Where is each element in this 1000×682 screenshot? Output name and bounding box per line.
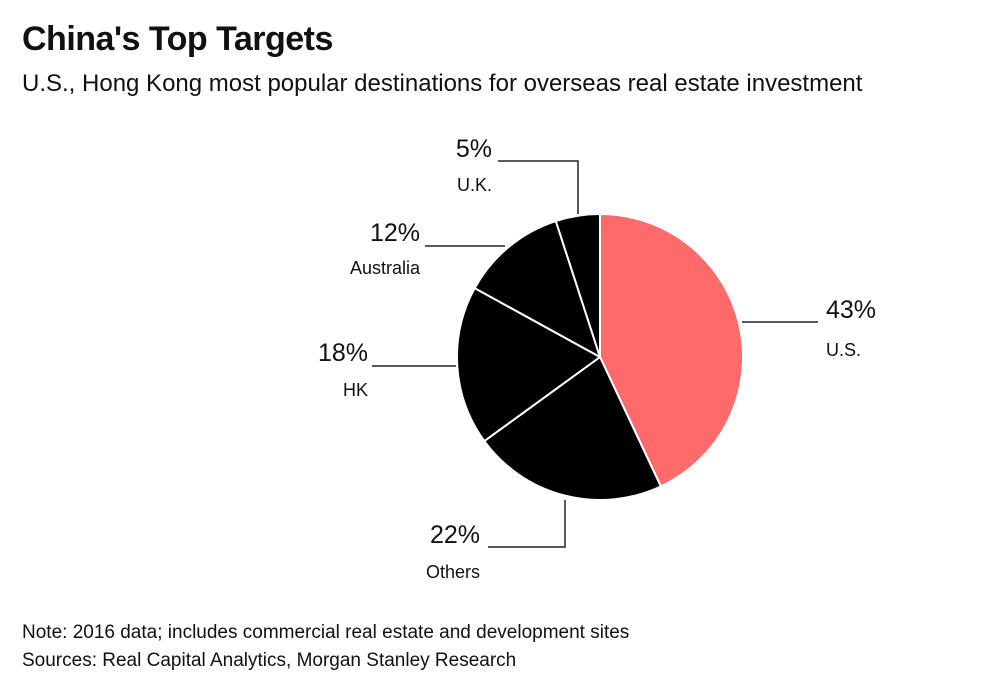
slice-value-u-k: 5% bbox=[456, 135, 492, 163]
leader-line-others bbox=[488, 500, 566, 548]
slice-labels: 43% U.S. 22% Others 18% HK 12% Australia 5% U.K. bbox=[318, 135, 876, 582]
slice-label-u-s: U.S. bbox=[826, 340, 861, 360]
pie-slice-u-s bbox=[599, 213, 744, 488]
pie-slice-australia bbox=[473, 219, 601, 358]
leader-lines bbox=[372, 160, 818, 548]
slice-value-others: 22% bbox=[430, 521, 480, 549]
chart-title: China's Top Targets bbox=[22, 20, 333, 58]
pie-slice-others bbox=[483, 356, 662, 501]
chart-note: Note: 2016 data; includes commercial rea… bbox=[22, 622, 630, 643]
slice-label-hk: HK bbox=[343, 380, 368, 400]
pie-slice-u-k bbox=[554, 213, 601, 358]
slice-value-australia: 12% bbox=[370, 219, 420, 247]
chart-subtitle: U.S., Hong Kong most popular destination… bbox=[22, 70, 863, 97]
slice-label-others: Others bbox=[426, 562, 480, 582]
pie-slices bbox=[456, 213, 744, 501]
slice-value-u-s: 43% bbox=[826, 296, 876, 324]
pie-slice-hk bbox=[456, 287, 601, 443]
leader-line-u-k bbox=[498, 160, 579, 214]
slice-label-australia: Australia bbox=[350, 258, 421, 278]
slice-label-u-k: U.K. bbox=[457, 175, 492, 195]
slice-value-hk: 18% bbox=[318, 339, 368, 367]
chart-sources: Sources: Real Capital Analytics, Morgan … bbox=[22, 650, 517, 671]
